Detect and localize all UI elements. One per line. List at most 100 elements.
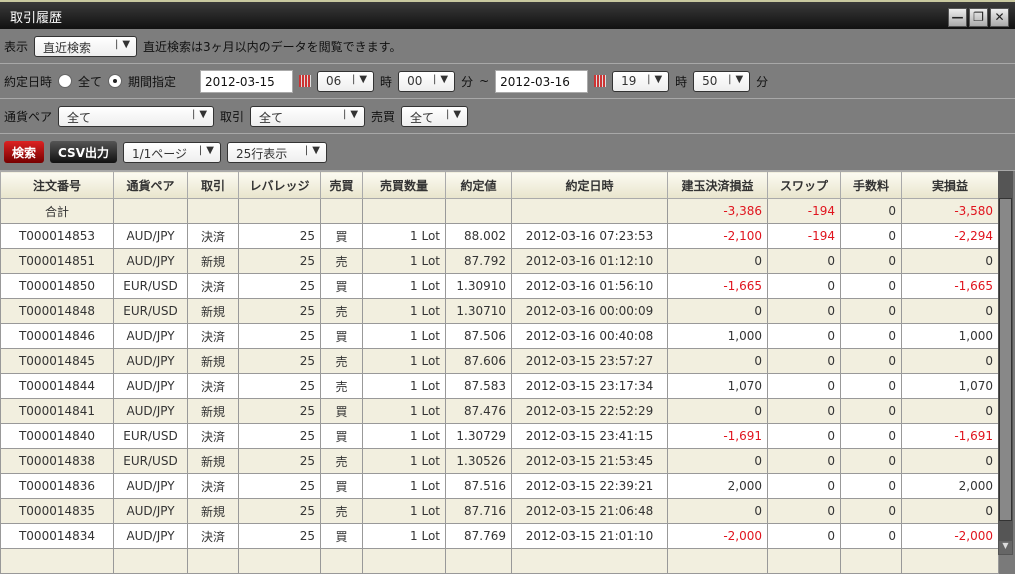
calendar-icon[interactable]	[299, 75, 312, 87]
table-cell: 25	[238, 423, 321, 449]
side-select[interactable]: 全て ▼	[401, 105, 469, 127]
table-cell: 25	[238, 223, 321, 249]
table-cell: 1 Lot	[362, 248, 446, 274]
table-cell: EUR/USD	[113, 273, 188, 299]
column-header[interactable]: 売買数量	[362, 171, 446, 199]
table-cell: 1 Lot	[362, 448, 446, 474]
pair-label: 通貨ペア	[4, 109, 53, 124]
table-cell: 2012-03-15 23:17:34	[511, 373, 668, 399]
to-date-input[interactable]: 2012-03-16	[495, 69, 589, 93]
table-row[interactable]: T000014838 EUR/USD 新規 25 売 1 Lot 1.30526 2012-0…	[0, 448, 999, 474]
scrollbar-thumb[interactable]	[999, 198, 1012, 521]
table-row[interactable]: T000014846 AUD/JPY 決済 25 買 1 Lot 87.506 2012-03…	[0, 323, 999, 349]
table-row[interactable]: T000014845 AUD/JPY 新規 25 売 1 Lot 87.606 2012-03…	[0, 348, 999, 374]
to-hour-select[interactable]: 19 ▼	[612, 70, 670, 92]
table-cell: 0	[667, 298, 768, 324]
window-title: 取引履歴	[10, 11, 63, 26]
range-separator: ~	[479, 74, 490, 88]
table-cell: 2012-03-16 01:12:10	[511, 248, 668, 274]
rows-per-page-select[interactable]: 25行表示 ▼	[226, 141, 327, 163]
table-cell: 売	[320, 298, 363, 324]
radio-all[interactable]	[58, 74, 73, 88]
table-cell: 87.506	[445, 323, 512, 349]
empty-cell	[113, 198, 188, 224]
table-cell: 1,070	[667, 373, 768, 399]
from-date-input[interactable]: 2012-03-15	[200, 69, 294, 93]
radio-range[interactable]	[108, 74, 123, 88]
table-cell: 2012-03-16 01:56:10	[511, 273, 668, 299]
pair-select[interactable]: 全て ▼	[58, 105, 215, 127]
table-cell: 新規	[187, 348, 239, 374]
table-cell: 0	[901, 448, 999, 474]
column-header[interactable]: 手数料	[840, 171, 902, 199]
column-header[interactable]: 建玉決済損益	[667, 171, 768, 199]
table-cell: 0	[667, 348, 768, 374]
calendar-icon[interactable]	[594, 75, 607, 87]
table-row[interactable]: T000014836 AUD/JPY 決済 25 買 1 Lot 87.516 2012-03…	[0, 473, 999, 499]
table-cell: 87.583	[445, 373, 512, 399]
empty-cell	[840, 548, 902, 574]
table-cell: T000014840	[0, 423, 114, 449]
from-min-select[interactable]: 00 ▼	[398, 70, 456, 92]
column-header[interactable]: 実損益	[901, 171, 999, 199]
chevron-down-icon: ▼	[192, 109, 207, 120]
table-row[interactable]: T000014844 AUD/JPY 決済 25 売 1 Lot 87.583 2012-03…	[0, 373, 999, 399]
table-row[interactable]: T000014850 EUR/USD 決済 25 買 1 Lot 1.30910 2012-0…	[0, 273, 999, 299]
table-cell: 0	[901, 248, 999, 274]
table-cell: 決済	[187, 323, 239, 349]
table-cell: 1 Lot	[362, 373, 446, 399]
close-icon[interactable]: ✕	[990, 8, 1009, 27]
table-cell: 0	[840, 223, 902, 249]
table-cell: 0	[840, 523, 902, 549]
table-cell: 決済	[187, 223, 239, 249]
column-header[interactable]: 通貨ペア	[113, 171, 188, 199]
column-header[interactable]: 取引	[187, 171, 239, 199]
column-header[interactable]: 売買	[320, 171, 363, 199]
empty-cell	[362, 198, 446, 224]
table-row[interactable]: T000014835 AUD/JPY 新規 25 売 1 Lot 87.716 2012-03…	[0, 498, 999, 524]
table-row[interactable]: T000014834 AUD/JPY 決済 25 買 1 Lot 87.769 2012-03…	[0, 523, 999, 549]
table-cell: 0	[767, 523, 841, 549]
table-cell: 1 Lot	[362, 398, 446, 424]
table-cell: 25	[238, 298, 321, 324]
table-row[interactable]: T000014841 AUD/JPY 新規 25 買 1 Lot 87.476 2012-03…	[0, 398, 999, 424]
side-label: 売買	[371, 109, 396, 124]
table-cell: 2012-03-15 21:01:10	[511, 523, 668, 549]
table-row[interactable]: T000014840 EUR/USD 決済 25 買 1 Lot 1.30729 2012-0…	[0, 423, 999, 449]
table-cell: AUD/JPY	[113, 473, 188, 499]
select-value: 25行表示	[235, 146, 288, 161]
page-select[interactable]: 1/1ページ ▼	[122, 141, 221, 163]
total-real: -3,580	[901, 198, 999, 224]
trade-select[interactable]: 全て ▼	[250, 105, 366, 127]
table-cell: 買	[320, 473, 363, 499]
table-row[interactable]: T000014853 AUD/JPY 決済 25 買 1 Lot 88.002 2012-03…	[0, 223, 999, 249]
table-row[interactable]: T000014848 EUR/USD 新規 25 売 1 Lot 1.30710 2012-0…	[0, 298, 999, 324]
column-header[interactable]: 約定値	[445, 171, 512, 199]
table-cell: -2,100	[667, 223, 768, 249]
vertical-scrollbar[interactable]: ▼	[998, 171, 1013, 555]
table-row[interactable]: T000014851 AUD/JPY 新規 25 売 1 Lot 87.792 2012-03…	[0, 248, 999, 274]
minimize-icon[interactable]: —	[948, 8, 967, 27]
scroll-down-icon[interactable]: ▼	[999, 541, 1012, 554]
column-header[interactable]: 注文番号	[0, 171, 114, 199]
column-header[interactable]: スワップ	[767, 171, 841, 199]
table-cell: 1,000	[667, 323, 768, 349]
restore-icon[interactable]: ❐	[969, 8, 988, 27]
display-row: 表示 直近検索 ▼ 直近検索は3ヶ月以内のデータを閲覧できます。	[0, 29, 1015, 64]
table-cell: -194	[767, 223, 841, 249]
table-cell: 2,000	[901, 473, 999, 499]
search-button[interactable]: 検索	[4, 141, 45, 163]
table-cell: 0	[840, 473, 902, 499]
csv-export-button[interactable]: CSV出力	[50, 141, 117, 163]
chevron-down-icon: ▼	[728, 74, 743, 85]
table-cell: 決済	[187, 273, 239, 299]
table-cell: 0	[767, 373, 841, 399]
display-mode-select[interactable]: 直近検索 ▼	[34, 35, 138, 57]
table-cell: 0	[767, 248, 841, 274]
to-min-select[interactable]: 50 ▼	[693, 70, 751, 92]
empty-cell	[187, 198, 239, 224]
column-header[interactable]: レバレッジ	[238, 171, 321, 199]
from-hour-select[interactable]: 06 ▼	[317, 70, 375, 92]
column-header[interactable]: 約定日時	[511, 171, 668, 199]
table-cell: 1 Lot	[362, 323, 446, 349]
